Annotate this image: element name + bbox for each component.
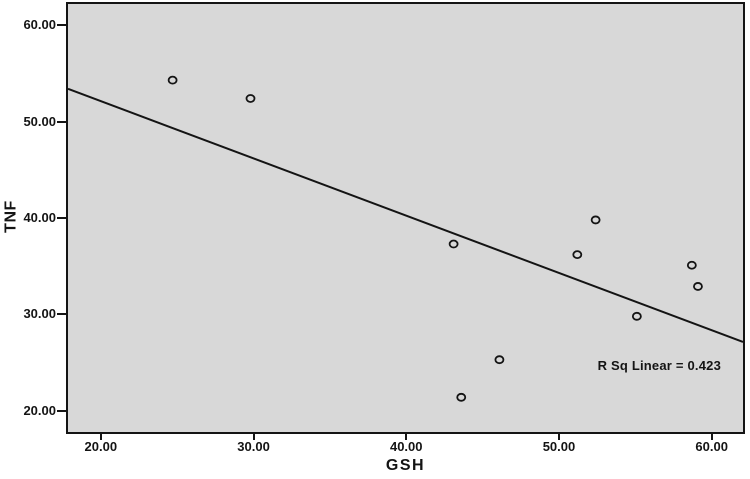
data-point-marker	[245, 94, 256, 103]
y-tick-label: 30.00	[23, 306, 56, 322]
data-point-marker	[631, 311, 642, 321]
y-tick-label: 20.00	[23, 402, 56, 418]
data-point-marker	[494, 355, 505, 365]
r-squared-annotation: R Sq Linear = 0.423	[597, 358, 721, 373]
x-tick-label: 50.00	[542, 439, 576, 454]
data-point-marker	[167, 75, 178, 85]
data-point-marker	[693, 282, 703, 291]
x-tick-mark	[557, 434, 560, 440]
data-point-marker	[686, 260, 697, 270]
scatter-canvas	[68, 75, 743, 402]
y-tick-label: 50.00	[23, 113, 56, 129]
y-tick-label: 60.00	[23, 17, 56, 33]
x-tick-label: 20.00	[84, 439, 118, 454]
x-tick-mark	[710, 434, 713, 440]
y-tick-mark	[57, 24, 68, 27]
x-tick-mark	[405, 434, 408, 440]
plot-area: R Sq Linear = 0.423	[66, 2, 745, 434]
x-tick-mark	[252, 434, 255, 440]
data-point-marker	[572, 250, 583, 260]
x-tick-label: 40.00	[389, 439, 423, 454]
x-tick-label: 30.00	[237, 439, 270, 454]
y-tick-mark	[57, 313, 68, 316]
regression-line	[68, 87, 743, 343]
y-tick-mark	[57, 217, 68, 219]
x-axis-title: GSH	[385, 457, 426, 474]
data-point-marker	[456, 392, 467, 402]
y-tick-mark	[57, 120, 68, 123]
y-tick-mark	[57, 409, 68, 412]
x-tick-mark	[99, 434, 102, 440]
y-tick-label: 40.00	[23, 210, 56, 225]
data-point-marker	[590, 215, 601, 225]
x-tick-label: 60.00	[695, 439, 728, 454]
data-point-marker	[448, 239, 459, 249]
